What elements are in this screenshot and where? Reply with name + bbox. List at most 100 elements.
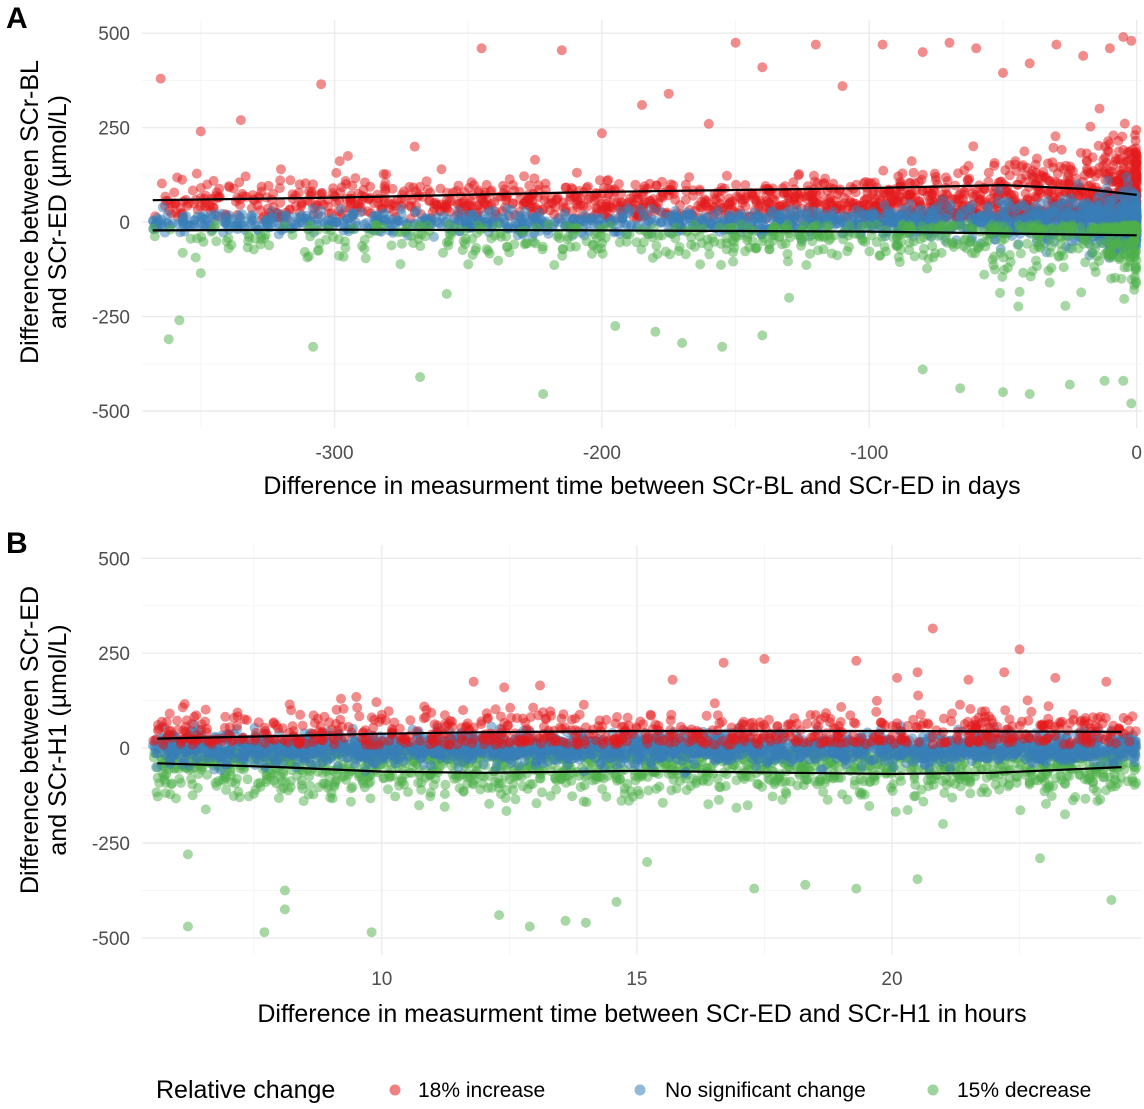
- point-increase: [680, 179, 691, 190]
- point-increase: [1050, 131, 1061, 142]
- point-decrease: [1086, 224, 1097, 235]
- point-increase: [906, 156, 917, 167]
- point-increase: [820, 173, 831, 184]
- point-increase: [195, 126, 206, 137]
- point-decrease: [163, 334, 174, 345]
- point-decrease: [1080, 793, 1091, 804]
- point-decrease: [731, 802, 742, 813]
- point-increase: [235, 115, 246, 126]
- point-decrease: [1060, 300, 1071, 311]
- point-increase: [742, 190, 753, 201]
- point-decrease: [948, 242, 959, 252]
- point-increase: [953, 168, 964, 179]
- point-decrease: [1105, 772, 1115, 783]
- point-nochange: [1013, 203, 1024, 214]
- point-decrease: [650, 326, 661, 337]
- point-increase: [476, 43, 487, 54]
- point-decrease: [864, 246, 875, 257]
- point-decrease: [998, 387, 1008, 398]
- point-increase: [350, 173, 361, 184]
- point-increase: [571, 167, 582, 178]
- point-increase: [435, 183, 446, 194]
- point-increase: [613, 179, 624, 189]
- point-increase: [530, 154, 540, 165]
- point-increase: [888, 196, 899, 207]
- point-increase: [1103, 146, 1114, 157]
- point-increase: [963, 160, 974, 171]
- point-nochange: [936, 203, 947, 214]
- point-decrease: [736, 219, 746, 230]
- point-nochange: [708, 209, 719, 220]
- point-decrease: [818, 244, 829, 255]
- point-decrease: [605, 220, 616, 231]
- point-decrease: [995, 287, 1005, 298]
- point-increase: [380, 178, 391, 189]
- point-increase: [331, 167, 342, 178]
- panel-a-y-axis-title-line2: and SCr-ED (µmol/L): [44, 95, 72, 329]
- point-decrease: [820, 221, 831, 232]
- point-decrease: [1043, 265, 1054, 276]
- point-decrease: [1068, 795, 1078, 806]
- point-increase: [971, 43, 982, 54]
- point-increase: [155, 73, 166, 84]
- point-increase: [472, 201, 483, 211]
- point-decrease: [691, 778, 702, 789]
- point-increase: [1048, 142, 1059, 153]
- point-increase: [630, 179, 641, 190]
- point-nochange: [152, 212, 163, 223]
- point-increase: [519, 198, 530, 209]
- point-increase: [481, 179, 492, 190]
- point-increase: [156, 178, 167, 189]
- point-decrease: [1054, 250, 1065, 261]
- point-nochange: [396, 204, 407, 214]
- point-nochange: [937, 195, 948, 206]
- point-increase: [540, 178, 551, 189]
- point-increase: [770, 189, 781, 200]
- point-decrease: [1118, 375, 1129, 386]
- point-decrease: [1110, 272, 1121, 283]
- point-increase: [336, 182, 347, 193]
- point-decrease: [1014, 286, 1025, 297]
- point-decrease: [557, 250, 568, 261]
- point-nochange: [945, 199, 956, 210]
- point-decrease: [999, 264, 1010, 275]
- point-decrease: [964, 223, 975, 234]
- point-increase: [1033, 185, 1044, 196]
- point-decrease: [395, 259, 406, 270]
- point-increase: [1093, 140, 1104, 151]
- x-tick-label: -300: [315, 443, 353, 464]
- point-decrease: [305, 231, 316, 242]
- point-decrease: [1131, 261, 1141, 272]
- point-decrease: [890, 806, 901, 817]
- point-decrease: [174, 315, 185, 326]
- point-nochange: [626, 219, 636, 230]
- point-nochange: [1092, 201, 1103, 212]
- point-nochange: [182, 219, 193, 230]
- point-decrease: [502, 242, 513, 252]
- panel-a-x-tick-labels: -300 -200 -100 0: [315, 443, 1141, 464]
- point-nochange: [322, 215, 333, 226]
- point-nochange: [553, 214, 564, 225]
- point-increase: [998, 67, 1008, 78]
- point-decrease: [528, 237, 539, 247]
- point-increase: [475, 193, 486, 204]
- point-decrease: [919, 243, 929, 254]
- point-decrease: [1064, 379, 1075, 390]
- point-decrease: [399, 779, 410, 790]
- point-decrease: [1080, 257, 1091, 268]
- point-increase: [731, 179, 741, 190]
- point-decrease: [444, 219, 454, 230]
- point-decrease: [784, 292, 795, 303]
- point-increase: [1056, 144, 1067, 155]
- point-increase: [985, 193, 996, 204]
- point-increase: [424, 196, 435, 207]
- point-decrease: [721, 244, 732, 255]
- point-nochange: [1131, 198, 1142, 209]
- point-decrease: [792, 780, 803, 791]
- point-increase: [895, 180, 906, 191]
- point-decrease: [1031, 255, 1041, 266]
- point-decrease: [463, 259, 474, 270]
